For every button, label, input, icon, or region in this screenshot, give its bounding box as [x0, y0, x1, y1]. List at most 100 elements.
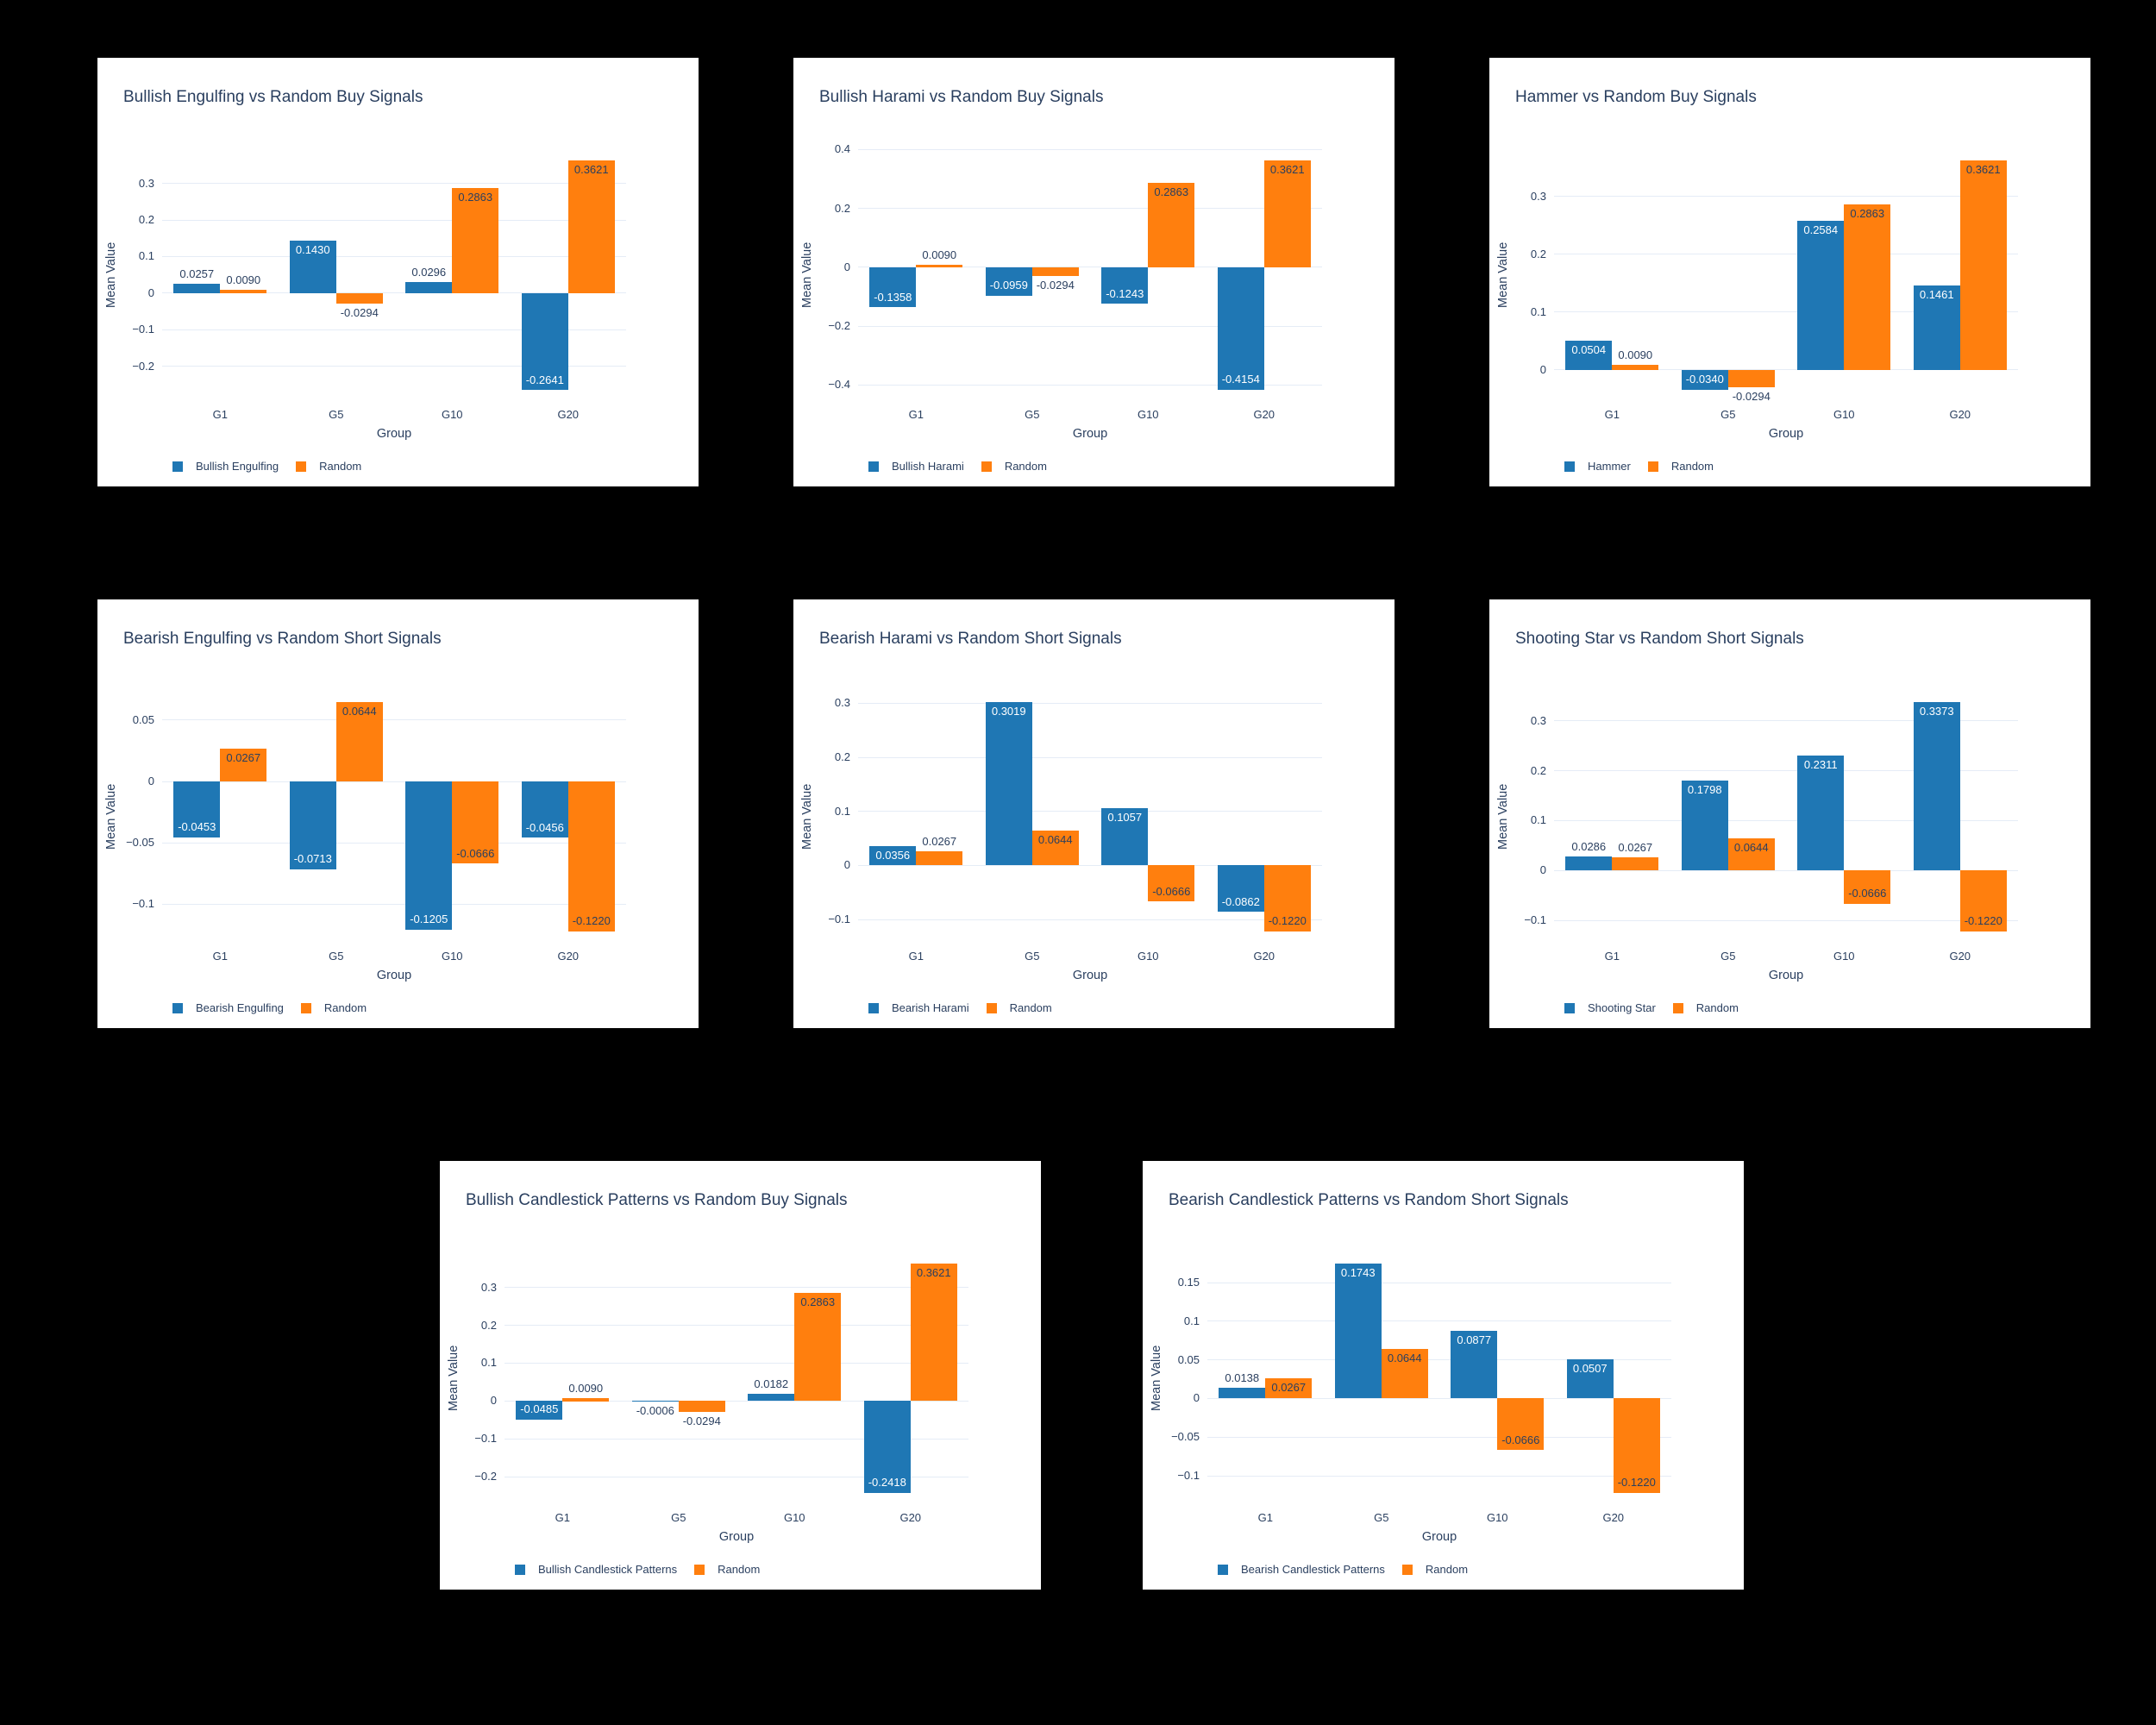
bar-g5-pattern [1334, 1264, 1382, 1399]
y-tick-label: 0 [147, 774, 154, 787]
x-axis-title: Group [718, 1530, 755, 1544]
x-tick-label: G10 [783, 1511, 805, 1524]
bar-g10-random [1497, 1398, 1545, 1451]
x-axis-title: Group [376, 969, 412, 982]
bar-g5-random [335, 292, 383, 304]
legend-item-random[interactable]: Random [1647, 460, 1714, 473]
y-axis-title: Mean Value [1496, 242, 1510, 309]
bar-value-label: 0.3621 [1269, 163, 1305, 177]
legend: Bullish Harami Random [868, 460, 1047, 473]
bar-value-label: -0.0666 [1848, 887, 1887, 900]
y-tick-label: 0.05 [1177, 1352, 1200, 1366]
gridline [1554, 720, 2018, 722]
bar-value-label: 0.0267 [226, 751, 261, 764]
bar-value-label: 0.0182 [754, 1377, 789, 1391]
bar-value-label: 0.0267 [922, 834, 957, 848]
legend-item-random[interactable]: Random [694, 1563, 760, 1576]
chart-title: Bearish Harami vs Random Short Signals [819, 630, 1122, 648]
bar-g1-random [1265, 1377, 1313, 1399]
chart-card: Hammer vs Random Buy Signals 0 0.1 0.2 0.3 0.… [1489, 58, 2090, 486]
x-tick-label: G20 [1253, 408, 1275, 421]
y-tick-label: −0.1 [132, 897, 154, 911]
legend-item-random[interactable]: Random [296, 460, 361, 473]
bar-value-label: 0.0507 [1572, 1362, 1608, 1375]
legend-label: Shooting Star [1588, 1001, 1656, 1014]
gridline [858, 148, 1322, 150]
legend-label: Random [323, 1001, 367, 1014]
bar-g1-pattern [516, 1401, 563, 1420]
y-tick-label: 0.1 [834, 804, 850, 818]
bar-g5-pattern [985, 702, 1032, 866]
legend-label: Random [1695, 1001, 1739, 1014]
bar-g20-pattern [1217, 267, 1264, 390]
legend-item-pattern[interactable]: Hammer [1564, 460, 1631, 473]
bar-g10-pattern [1101, 808, 1149, 866]
bar-g20-random [567, 160, 615, 293]
bar-g20-random [1263, 160, 1311, 267]
bar-value-label: 0.0090 [226, 273, 261, 286]
gridline [1554, 819, 2018, 821]
bar-value-label: -0.1205 [410, 913, 448, 926]
bar-g10-random [1148, 183, 1195, 267]
gridline [505, 1325, 968, 1326]
y-tick-label: −0.1 [1177, 1469, 1200, 1483]
bar-g1-random [1612, 856, 1659, 871]
gridline [1207, 1359, 1671, 1361]
x-tick-label: G20 [557, 408, 580, 421]
legend-item-pattern[interactable]: Bullish Engulfing [172, 460, 279, 473]
y-axis-title: Mean Value [1150, 1345, 1163, 1412]
legend-item-pattern[interactable]: Bearish Candlestick Patterns [1218, 1563, 1385, 1576]
bar-value-label: 0.3621 [1965, 163, 2001, 177]
bar-g10-pattern [405, 781, 453, 930]
bar-g1-pattern [869, 846, 917, 866]
x-tick-label: G20 [1253, 950, 1275, 963]
x-tick-label: G1 [1604, 408, 1620, 421]
legend-swatch [1218, 1564, 1228, 1575]
legend-item-pattern[interactable]: Bearish Engulfing [172, 1001, 284, 1014]
gridline [162, 719, 626, 721]
bar-value-label: 0.0296 [411, 266, 447, 279]
gridline [1207, 1397, 1671, 1399]
bar-g1-random [220, 749, 267, 781]
x-tick-label: G1 [1257, 1511, 1273, 1524]
legend-item-random[interactable]: Random [1672, 1001, 1739, 1014]
legend-item-pattern[interactable]: Bullish Candlestick Patterns [515, 1563, 677, 1576]
bar-value-label: -0.1220 [1964, 914, 2002, 928]
gridline [858, 208, 1322, 210]
y-tick-label: 0.2 [138, 212, 154, 226]
legend: Bearish Candlestick Patterns Random [1218, 1563, 1468, 1576]
legend-label: Bearish Candlestick Patterns [1241, 1563, 1385, 1576]
x-tick-label: G5 [671, 1511, 686, 1524]
x-tick-label: G1 [908, 408, 924, 421]
bar-value-label: 0.0644 [1733, 841, 1769, 854]
legend-item-random[interactable]: Random [981, 460, 1047, 473]
legend-item-random[interactable]: Random [1401, 1563, 1468, 1576]
legend-item-random[interactable]: Random [300, 1001, 367, 1014]
y-tick-label: −0.4 [828, 378, 850, 392]
x-tick-label: G10 [441, 408, 463, 421]
legend: Bullish Engulfing Random [172, 460, 361, 473]
legend-item-pattern[interactable]: Shooting Star [1564, 1001, 1656, 1014]
legend-label: Bullish Harami [892, 460, 964, 473]
legend-item-pattern[interactable]: Bullish Harami [868, 460, 964, 473]
legend-item-random[interactable]: Random [986, 1001, 1052, 1014]
legend-item-pattern[interactable]: Bearish Harami [868, 1001, 969, 1014]
bar-g5-random [1727, 838, 1775, 871]
gridline [1554, 369, 2018, 371]
chart-title: Bullish Engulfing vs Random Buy Signals [123, 88, 423, 106]
bar-value-label: -0.1220 [572, 914, 611, 928]
bar-g1-pattern [173, 781, 221, 837]
y-tick-label: 0.3 [138, 176, 154, 190]
bar-value-label: -0.0294 [1732, 389, 1771, 403]
bar-g1-random [916, 264, 963, 267]
chart-title: Bearish Candlestick Patterns vs Random S… [1169, 1191, 1569, 1209]
y-tick-label: 0.2 [480, 1318, 497, 1332]
gridline [1554, 770, 2018, 772]
x-tick-label: G1 [555, 1511, 570, 1524]
gridline [505, 1363, 968, 1364]
bar-g10-pattern [748, 1394, 795, 1402]
x-axis-title: Group [1768, 427, 1804, 441]
bar-g5-random [335, 702, 383, 781]
gridline [858, 325, 1322, 327]
chart-card: Bearish Candlestick Patterns vs Random S… [1143, 1161, 1744, 1590]
